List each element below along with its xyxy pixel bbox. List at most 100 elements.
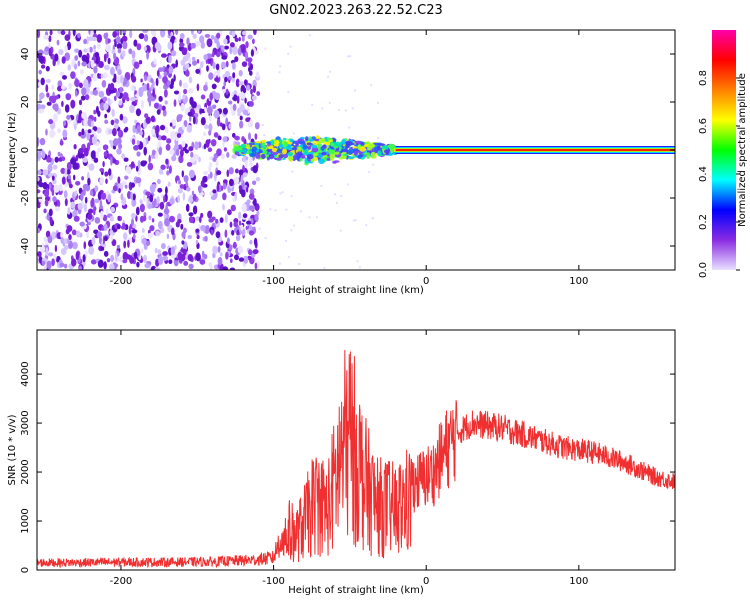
spectrogram-noise-cell	[186, 52, 191, 59]
spectrogram-noise-cell	[189, 157, 196, 163]
spectrogram-noise-cell	[98, 90, 105, 98]
spectrogram-noise-cell	[83, 118, 89, 127]
spectrogram-noise-cell	[187, 111, 193, 117]
spectrogram-noise-cell	[181, 140, 186, 148]
spectrogram-noise-cell	[328, 101, 331, 104]
spectrogram-noise-cell	[238, 81, 244, 86]
spectrogram-noise-cell	[119, 113, 124, 121]
spectrogram-noise-cell	[82, 157, 88, 163]
spectrogram-noise-cell	[130, 96, 136, 102]
spectrogram-noise-cell	[123, 232, 128, 241]
spectrogram-noise-cell	[45, 230, 51, 238]
spectrogram-noise-cell	[227, 209, 232, 216]
spectrogram-noise-cell	[77, 60, 81, 67]
spectrogram-noise-cell	[107, 97, 111, 103]
spectrogram-noise-cell	[43, 236, 48, 243]
spectrogram-noise-cell	[235, 78, 240, 88]
spectrogram-signal-cell	[377, 150, 382, 157]
spectrogram-noise-cell	[242, 155, 246, 163]
spectrogram-noise-cell	[144, 263, 151, 269]
spectrogram-noise-cell	[358, 266, 361, 269]
spectrogram-noise-cell	[66, 161, 72, 171]
spectrogram-noise-cell	[61, 156, 66, 161]
spectrogram-noise-cell	[140, 99, 145, 109]
spectrogram-noise-cell	[185, 187, 191, 192]
spectrogram-noise-cell	[142, 160, 148, 165]
spectrogram-noise-cell	[290, 229, 293, 232]
spectrogram-signal-cell	[367, 147, 372, 151]
spectrogram-noise-cell	[181, 240, 185, 245]
spectrogram-noise-cell	[196, 234, 200, 240]
spectrogram-noise-cell	[162, 76, 168, 84]
spectrogram-noise-cell	[175, 30, 179, 36]
spectrogram-noise-cell	[130, 161, 135, 168]
spectrogram-noise-cell	[233, 94, 238, 102]
snr-x-tick-label: 0	[423, 576, 429, 587]
spectrogram-noise-cell	[191, 190, 195, 196]
spectrogram-noise-cell	[228, 123, 232, 129]
spectrogram-noise-cell	[151, 218, 155, 223]
spectrogram-noise-cell	[179, 42, 185, 48]
spectrogram-noise-cell	[51, 175, 55, 181]
spectrogram-noise-cell	[109, 215, 115, 222]
spectrogram-noise-cell	[121, 50, 126, 58]
spectrogram-noise-cell	[122, 259, 128, 264]
spectrogram-y-tick-label: 20	[20, 96, 31, 109]
spectrogram-noise-cell	[153, 198, 157, 206]
spectrogram-noise-cell	[126, 97, 130, 102]
spectrogram-noise-cell	[105, 36, 108, 45]
spectrogram-noise-cell	[150, 30, 155, 36]
spectrogram-noise-cell	[104, 64, 110, 71]
spectrogram-noise-cell	[274, 209, 277, 212]
spectrogram-noise-cell	[158, 95, 163, 102]
spectrogram-noise-cell	[158, 146, 162, 156]
spectrogram-noise-cell	[245, 117, 251, 122]
spectrogram-signal-cell	[295, 142, 299, 147]
spectrogram-noise-cell	[80, 192, 84, 202]
spectrogram-noise-cell	[74, 55, 79, 61]
spectrogram-signal-cell	[350, 142, 355, 146]
spectrogram-noise-cell	[109, 263, 115, 270]
spectrogram-noise-cell	[175, 59, 178, 68]
spectrogram-noise-cell	[116, 43, 123, 50]
spectrogram-noise-cell	[165, 214, 170, 219]
spectrogram-signal-cell	[328, 149, 336, 156]
spectrogram-noise-cell	[37, 151, 42, 160]
spectrogram-noise-cell	[110, 206, 116, 213]
spectrogram-signal-cell	[306, 142, 312, 145]
spectrogram-noise-cell	[223, 38, 228, 45]
spectrogram-noise-cell	[352, 219, 355, 222]
spectrogram-noise-cell	[279, 262, 281, 265]
spectrogram-noise-cell	[78, 265, 83, 270]
spectrogram-noise-cell	[54, 103, 59, 112]
spectrogram-noise-cell	[197, 104, 202, 109]
spectrogram-noise-cell	[150, 78, 154, 84]
spectrogram-noise-cell	[136, 151, 141, 157]
spectrogram-noise-cell	[102, 73, 107, 79]
spectrogram-noise-cell	[110, 157, 113, 166]
spectrogram-noise-cell	[261, 124, 264, 126]
spectrogram-noise-cell	[37, 169, 42, 176]
spectrogram-noise-cell	[39, 55, 45, 64]
spectrogram-noise-cell	[178, 92, 182, 101]
spectrogram-noise-cell	[377, 136, 379, 139]
spectrogram-noise-cell	[104, 113, 108, 119]
spectrogram-noise-cell	[75, 181, 81, 186]
spectrogram-y-tick-label: -20	[20, 190, 31, 206]
spectrogram-noise-cell	[78, 49, 83, 58]
spectrogram-noise-cell	[136, 261, 140, 268]
spectrogram-noise-cell	[225, 251, 229, 260]
snr-series	[37, 349, 675, 569]
spectrogram-noise-cell	[132, 124, 136, 134]
spectrogram-noise-cell	[147, 135, 151, 142]
spectrogram-noise-cell	[164, 217, 170, 227]
spectrogram-noise-cell	[247, 57, 253, 63]
spectrogram-noise-cell	[204, 106, 207, 112]
spectrogram-noise-cell	[240, 104, 245, 112]
spectrogram-noise-cell	[129, 30, 133, 39]
spectrogram-signal-cell	[354, 140, 362, 145]
spectrogram-noise-cell	[166, 170, 170, 176]
spectrogram-noise-cell	[292, 132, 295, 135]
spectrogram-noise-cell	[165, 203, 168, 213]
spectrogram-noise-cell	[91, 236, 96, 245]
